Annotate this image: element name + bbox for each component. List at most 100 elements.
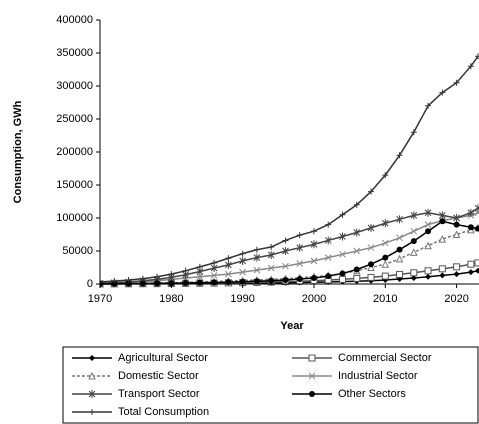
y-tick-label: 50000 [62, 245, 93, 257]
marker [424, 267, 432, 275]
marker [211, 279, 218, 286]
marker [325, 273, 332, 280]
marker [453, 79, 460, 86]
marker [309, 391, 315, 397]
marker [182, 267, 189, 274]
marker [353, 228, 361, 237]
plot-area [100, 53, 479, 288]
marker [253, 266, 261, 274]
x-tick-label: 1980 [159, 293, 183, 305]
marker [438, 235, 447, 243]
marker [353, 274, 361, 282]
marker [381, 260, 390, 268]
marker [339, 270, 346, 277]
marker [395, 254, 404, 263]
marker [239, 278, 246, 285]
marker [467, 224, 474, 231]
marker [196, 273, 204, 281]
marker [253, 246, 260, 253]
marker [438, 265, 446, 273]
marker [424, 221, 432, 228]
marker [453, 271, 460, 278]
y-tick-label: 200000 [56, 146, 93, 158]
y-tick-label: 250000 [56, 113, 93, 125]
marker [368, 188, 375, 195]
marker [324, 236, 332, 245]
legend-label: Industrial Sector [338, 370, 418, 382]
marker [253, 278, 260, 285]
marker [396, 152, 403, 159]
marker [425, 273, 432, 280]
marker [475, 53, 479, 60]
x-tick-label: 2010 [373, 293, 397, 305]
marker [253, 253, 261, 262]
marker [452, 230, 461, 238]
marker [168, 271, 175, 278]
marker [296, 243, 304, 252]
marker [296, 232, 303, 239]
legend-box [62, 346, 479, 424]
legend-label: Agricultural Sector [118, 352, 208, 364]
marker [325, 221, 332, 228]
marker [338, 275, 346, 283]
series-line [100, 212, 479, 285]
x-tick-label: 1990 [230, 293, 254, 305]
series-line [100, 227, 479, 285]
marker [89, 355, 95, 361]
marker [267, 250, 275, 259]
marker [425, 102, 432, 109]
marker [367, 223, 375, 232]
marker [267, 264, 275, 272]
legend-label: Commercial Sector [338, 352, 432, 364]
marker [474, 259, 479, 267]
marker [196, 263, 203, 270]
marker [100, 279, 103, 286]
marker [467, 269, 474, 276]
marker [196, 279, 203, 286]
marker [368, 261, 375, 268]
marker [111, 278, 118, 285]
marker [168, 280, 175, 287]
y-tick-label: 300000 [56, 80, 93, 92]
marker [310, 240, 318, 249]
x-tick-label: 2020 [444, 293, 468, 305]
marker [424, 241, 432, 250]
marker [282, 262, 289, 270]
marker [396, 270, 404, 278]
marker [367, 244, 375, 252]
marker [424, 208, 432, 217]
marker [410, 129, 417, 136]
marker [324, 254, 332, 261]
marker [125, 277, 132, 284]
legend-label: Domestic Sector [118, 370, 199, 382]
marker [453, 214, 460, 222]
legend-label: Transport Sector [118, 388, 200, 400]
marker [353, 266, 360, 273]
marker [467, 260, 475, 268]
marker [453, 263, 461, 271]
marker [410, 211, 418, 220]
marker [182, 280, 189, 287]
marker [268, 244, 275, 251]
x-tick-label: 1970 [88, 293, 112, 305]
marker [225, 270, 232, 278]
y-tick-label: 150000 [56, 179, 93, 191]
marker [410, 275, 417, 282]
marker [268, 277, 275, 284]
marker [475, 267, 479, 274]
series-line [100, 220, 479, 285]
marker [353, 201, 360, 208]
marker [410, 248, 418, 256]
marker [282, 247, 289, 255]
marker [88, 371, 96, 380]
marker [282, 237, 289, 244]
x-axis-label: Year [280, 320, 304, 332]
marker [225, 255, 232, 262]
marker [367, 263, 375, 271]
marker [439, 272, 446, 279]
marker [410, 269, 418, 277]
marker [239, 268, 246, 276]
marker [225, 260, 232, 269]
marker [439, 89, 446, 96]
